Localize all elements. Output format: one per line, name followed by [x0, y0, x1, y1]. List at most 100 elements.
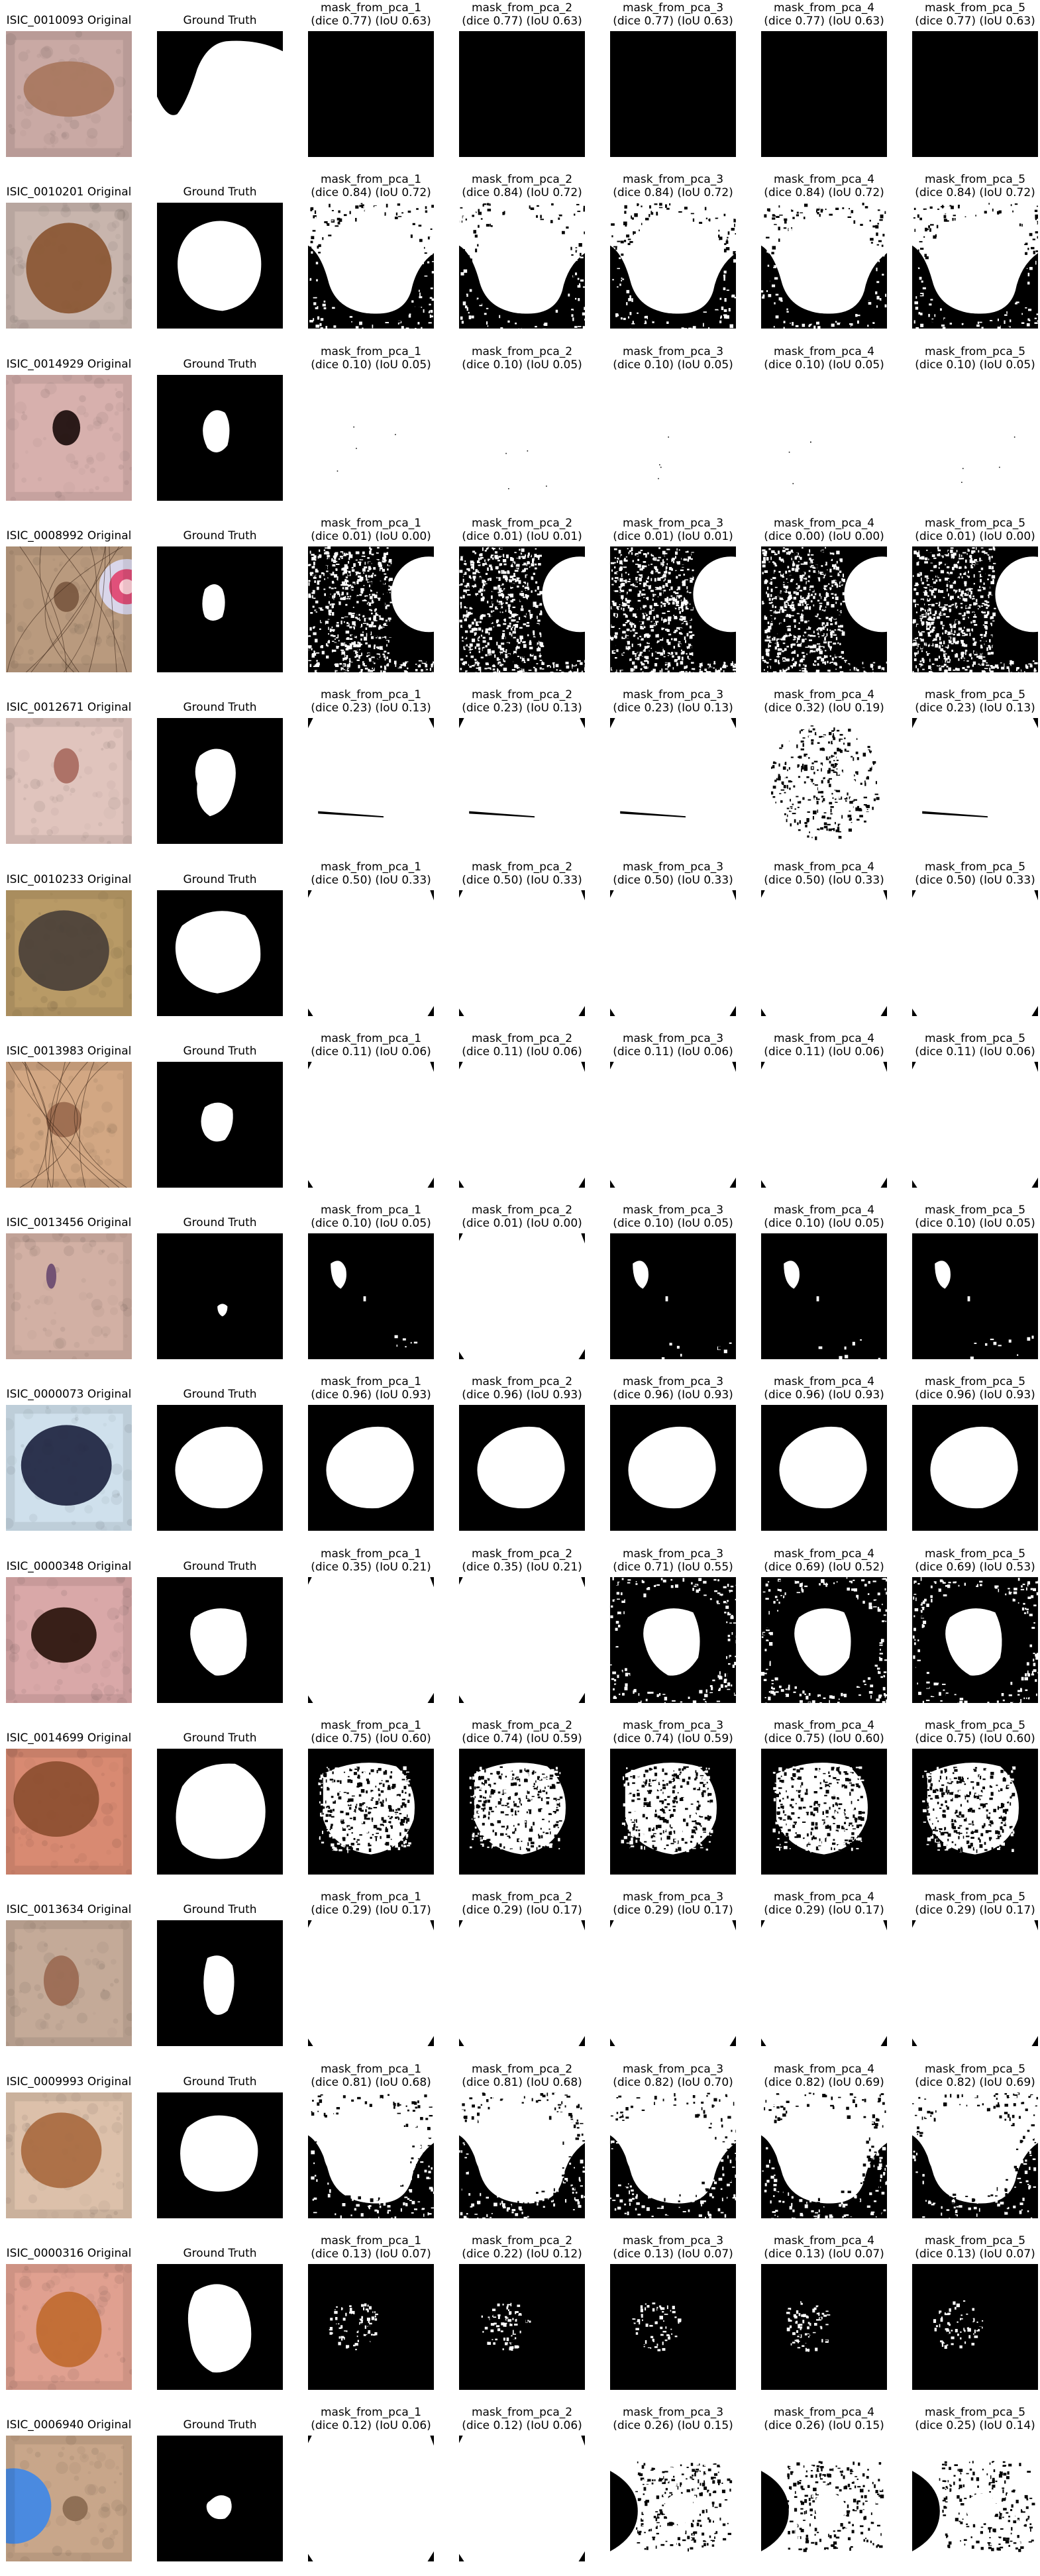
ground-truth-mask-image — [157, 1920, 283, 2046]
predicted-mask — [459, 1062, 585, 1188]
ground-truth-mask-image — [157, 31, 283, 157]
predicted-mask-panel: mask_from_pca_4(dice 0.29) (IoU 0.17) — [761, 1889, 887, 2061]
panel-caption: mask_from_pca_5(dice 0.84) (IoU 0.72) — [886, 173, 1040, 199]
dice-iou-score: (dice 0.13) (IoU 0.07) — [886, 2247, 1040, 2261]
predicted-mask-image — [308, 2092, 434, 2218]
predicted-mask — [610, 203, 736, 329]
predicted-mask-image — [610, 718, 736, 844]
original-image-image — [6, 31, 132, 157]
predicted-mask-panel: mask_from_pca_4(dice 0.10) (IoU 0.05) — [761, 1202, 887, 1374]
predicted-mask-image — [761, 890, 887, 1016]
predicted-mask — [308, 2436, 434, 2561]
predicted-mask — [308, 1920, 434, 2046]
panel-caption: mask_from_pca_5(dice 0.01) (IoU 0.00) — [886, 517, 1040, 543]
ground-truth-mask-image — [157, 1749, 283, 1875]
predicted-mask-panel: mask_from_pca_3(dice 0.74) (IoU 0.59) — [610, 1718, 736, 1889]
panel-caption: mask_from_pca_5(dice 0.13) (IoU 0.07) — [886, 2234, 1040, 2261]
dice-iou-score: (dice 0.10) (IoU 0.05) — [886, 358, 1040, 372]
predicted-mask — [912, 2092, 1038, 2218]
predicted-mask-image — [761, 1749, 887, 1875]
panel-title: mask_from_pca_5 — [886, 1204, 1040, 1217]
predicted-mask-panel: mask_from_pca_2(dice 0.23) (IoU 0.13) — [459, 687, 585, 858]
predicted-mask — [459, 1405, 585, 1531]
predicted-mask-panel: mask_from_pca_2(dice 0.10) (IoU 0.05) — [459, 344, 585, 515]
predicted-mask — [459, 1920, 585, 2046]
panel-caption: mask_from_pca_5(dice 0.96) (IoU 0.93) — [886, 1375, 1040, 1402]
predicted-mask-panel: mask_from_pca_5(dice 0.75) (IoU 0.60) — [912, 1718, 1038, 1889]
predicted-mask — [308, 2092, 434, 2218]
predicted-mask-image — [912, 2436, 1038, 2561]
predicted-mask-image — [610, 2092, 736, 2218]
predicted-mask — [610, 1920, 736, 2046]
predicted-mask-image — [308, 375, 434, 501]
predicted-mask-image — [912, 1577, 1038, 1703]
predicted-mask-panel: mask_from_pca_3(dice 0.82) (IoU 0.70) — [610, 2061, 736, 2233]
panel-title: mask_from_pca_5 — [886, 688, 1040, 701]
ground-truth-mask-image — [157, 1062, 283, 1188]
predicted-mask-panel: mask_from_pca_2(dice 0.96) (IoU 0.93) — [459, 1374, 585, 1545]
predicted-mask-panel: mask_from_pca_1(dice 0.23) (IoU 0.13) — [308, 687, 434, 858]
original-image-panel: ISIC_0014699 Original — [6, 1718, 132, 1889]
dice-iou-score: (dice 0.29) (IoU 0.17) — [886, 1904, 1040, 1917]
panel-title: mask_from_pca_5 — [886, 2063, 1040, 2076]
ground-truth-mask — [157, 2264, 283, 2390]
predicted-mask-image — [308, 890, 434, 1016]
dice-iou-score: (dice 0.25) (IoU 0.14) — [886, 2419, 1040, 2432]
predicted-mask-panel: mask_from_pca_2(dice 0.29) (IoU 0.17) — [459, 1889, 585, 2061]
predicted-mask-image — [761, 1062, 887, 1188]
predicted-mask-image — [912, 2264, 1038, 2390]
dice-iou-score: (dice 0.84) (IoU 0.72) — [886, 186, 1040, 199]
predicted-mask — [459, 1577, 585, 1703]
ground-truth-mask-panel: Ground Truth — [157, 0, 283, 172]
predicted-mask-image — [459, 1749, 585, 1875]
original-image-panel: ISIC_0010233 Original — [6, 859, 132, 1031]
predicted-mask-image — [761, 546, 887, 672]
panel-title: mask_from_pca_5 — [886, 1890, 1040, 1904]
panel-title: mask_from_pca_5 — [886, 1719, 1040, 1732]
predicted-mask — [459, 2436, 585, 2561]
dice-iou-score: (dice 0.01) (IoU 0.00) — [886, 530, 1040, 543]
panel-title: mask_from_pca_5 — [886, 1032, 1040, 1045]
predicted-mask-image — [459, 375, 585, 501]
original-image-panel: ISIC_0010201 Original — [6, 172, 132, 343]
predicted-mask-panel: mask_from_pca_3(dice 0.96) (IoU 0.93) — [610, 1374, 736, 1545]
predicted-mask-image — [459, 1920, 585, 2046]
predicted-mask-panel: mask_from_pca_1(dice 0.13) (IoU 0.07) — [308, 2233, 434, 2404]
predicted-mask — [761, 1062, 887, 1188]
ground-truth-mask-image — [157, 2092, 283, 2218]
predicted-mask — [610, 1062, 736, 1188]
predicted-mask-image — [459, 890, 585, 1016]
ground-truth-mask-panel: Ground Truth — [157, 1889, 283, 2061]
ground-truth-mask-panel: Ground Truth — [157, 687, 283, 858]
ground-truth-mask-image — [157, 203, 283, 329]
ground-truth-mask-image — [157, 1577, 283, 1703]
ground-truth-mask — [157, 31, 283, 157]
predicted-mask-image — [610, 1233, 736, 1359]
predicted-mask-panel: mask_from_pca_4(dice 0.69) (IoU 0.52) — [761, 1546, 887, 1718]
predicted-mask — [459, 2264, 585, 2390]
predicted-mask — [308, 718, 434, 844]
predicted-mask — [912, 890, 1038, 1016]
predicted-mask — [610, 2264, 736, 2390]
predicted-mask-panel: mask_from_pca_5(dice 0.96) (IoU 0.93) — [912, 1374, 1038, 1545]
predicted-mask-panel: mask_from_pca_1(dice 0.29) (IoU 0.17) — [308, 1889, 434, 2061]
predicted-mask — [308, 1405, 434, 1531]
predicted-mask-image — [308, 2436, 434, 2561]
predicted-mask — [912, 1920, 1038, 2046]
predicted-mask — [761, 1920, 887, 2046]
original-image-image — [6, 1233, 132, 1359]
original-image-panel: ISIC_0008992 Original — [6, 515, 132, 687]
predicted-mask-panel: mask_from_pca_2(dice 0.01) (IoU 0.01) — [459, 515, 585, 687]
original-image-image — [6, 546, 132, 672]
predicted-mask-image — [610, 375, 736, 501]
ground-truth-mask-panel: Ground Truth — [157, 1202, 283, 1374]
original-image-image — [6, 718, 132, 844]
original-image — [6, 1749, 132, 1875]
predicted-mask-panel: mask_from_pca_5(dice 0.29) (IoU 0.17) — [912, 1889, 1038, 2061]
predicted-mask-image — [610, 890, 736, 1016]
original-image-image — [6, 203, 132, 329]
predicted-mask-image — [459, 1405, 585, 1531]
original-image — [6, 890, 132, 1016]
predicted-mask — [912, 1062, 1038, 1188]
